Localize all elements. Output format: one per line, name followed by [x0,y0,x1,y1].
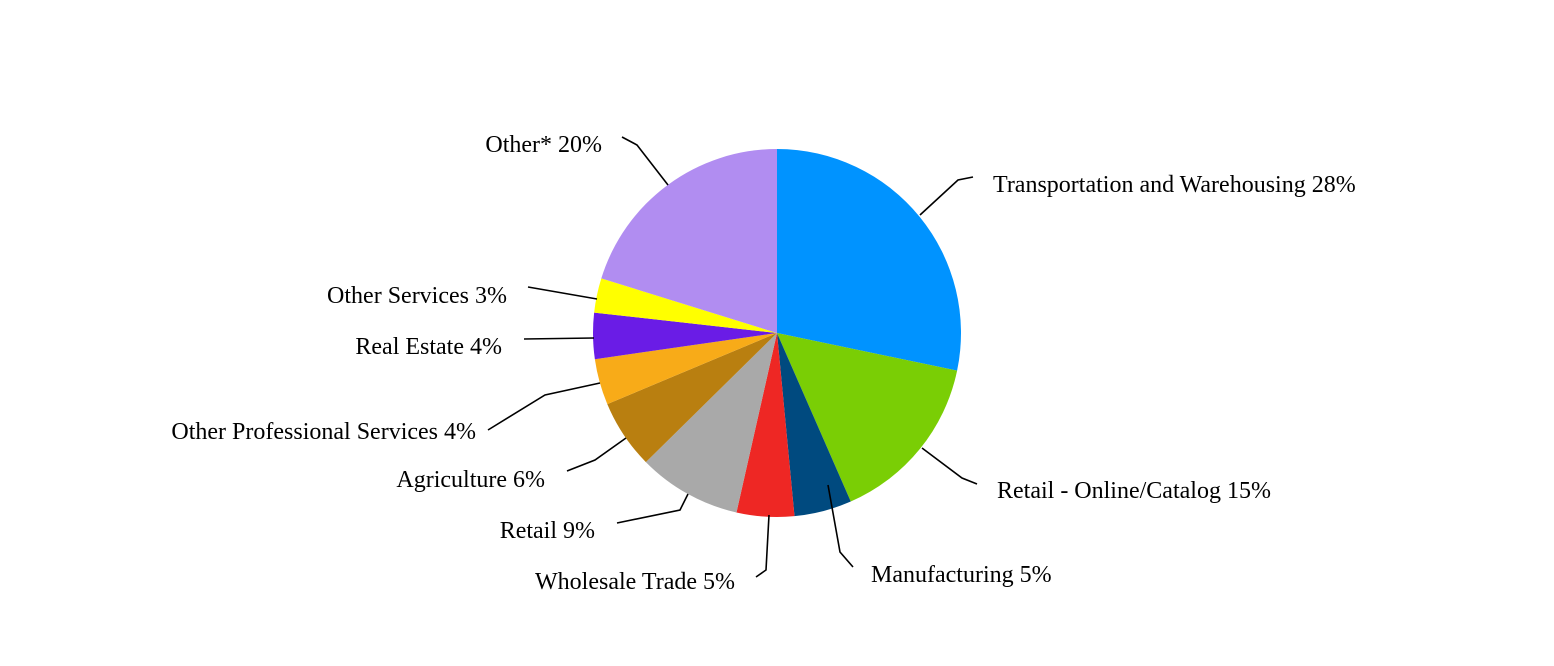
leader-line-8 [527,286,598,300]
leader-line-1 [921,447,978,485]
slice-label-5: Agriculture 6% [396,467,545,493]
slice-label-2: Manufacturing 5% [871,562,1052,588]
pie-slice-7 [592,312,777,360]
leader-line-4 [616,493,689,524]
leader-line-7 [523,337,595,340]
leader-line-9 [621,136,669,186]
slices-layer [592,149,961,518]
leader-line-3 [755,514,770,578]
slice-label-7: Real Estate 4% [355,334,502,360]
leader-line-5 [566,437,627,472]
slice-label-6: Other Professional Services 4% [171,419,476,445]
slice-label-8: Other Services 3% [327,283,507,309]
pie-slice-0 [777,149,961,371]
pie-slice-4 [645,333,777,513]
pie-slice-6 [594,333,777,405]
slice-label-0: Transportation and Warehousing 28% [993,172,1356,198]
leader-line-6 [487,382,601,431]
pie-slice-9 [601,149,777,333]
pie-slice-5 [607,333,777,463]
slice-label-9: Other* 20% [485,132,602,158]
labels-layer: Transportation and Warehousing 28% Retail… [171,132,1355,595]
leader-line-0 [919,176,974,216]
slice-label-1: Retail - Online/Catalog 15% [997,478,1271,504]
slice-label-4: Retail 9% [500,518,595,544]
leader-line-2 [827,484,854,568]
pie-slice-3 [736,333,795,518]
leaders-layer [487,136,978,578]
pie-slice-8 [594,278,777,333]
pie-slice-1 [777,333,958,502]
pie-slice-2 [777,333,851,517]
slice-label-3: Wholesale Trade 5% [535,569,735,595]
